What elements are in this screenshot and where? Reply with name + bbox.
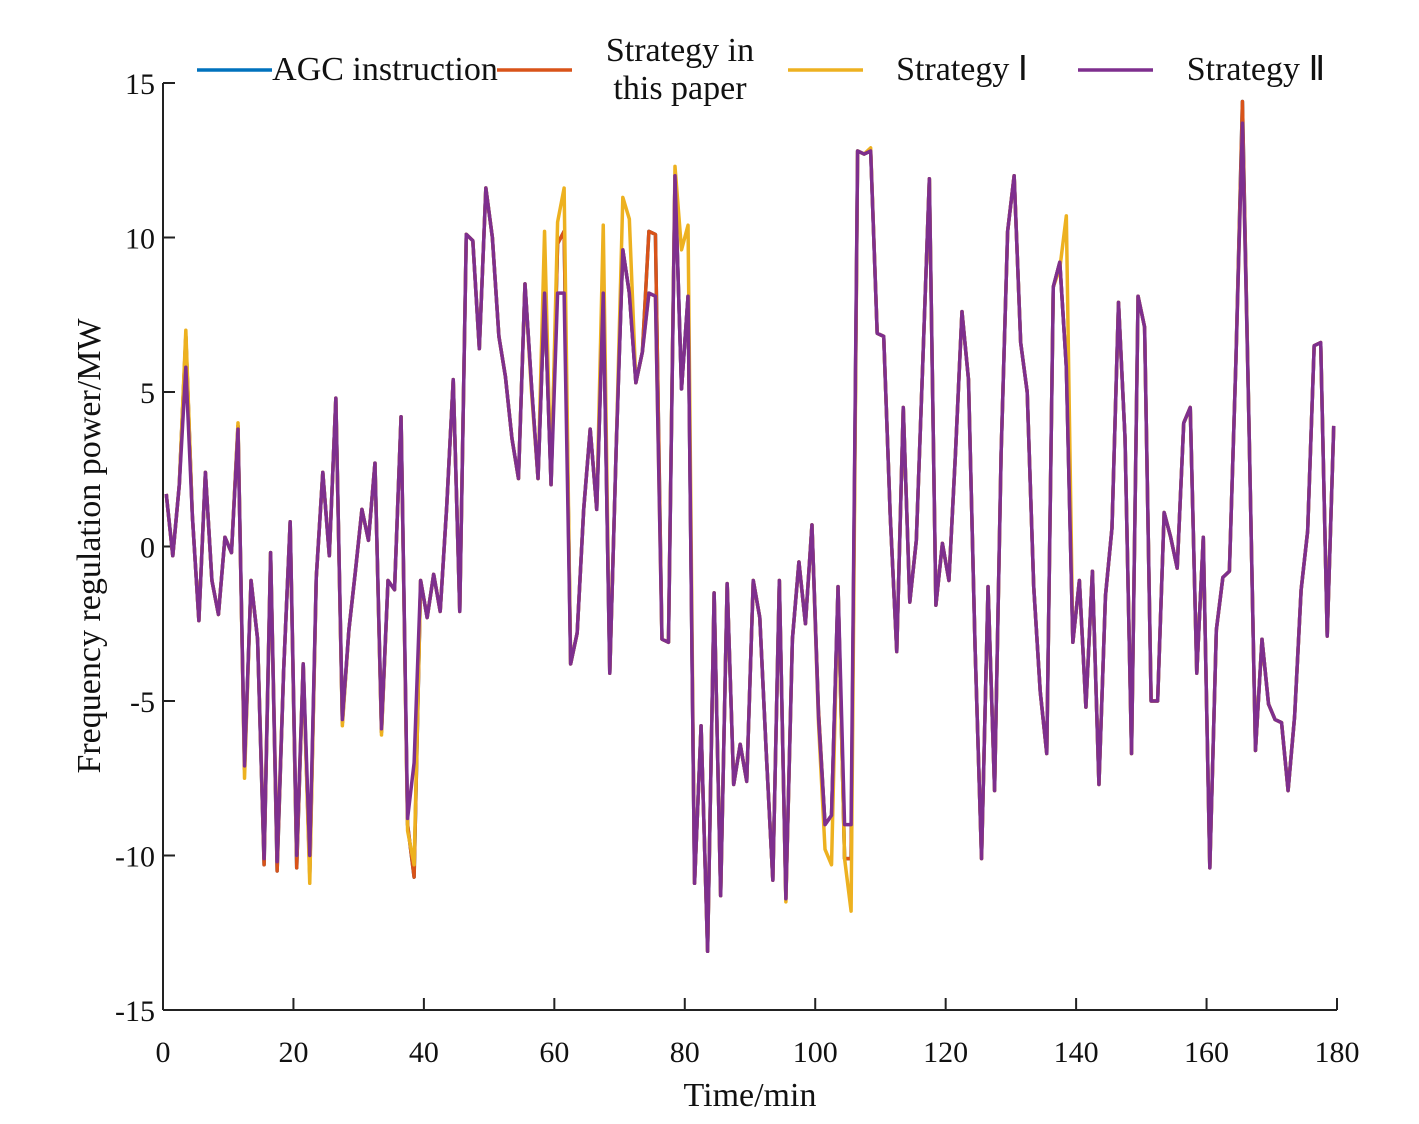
x-tick-label: 60 (539, 1036, 569, 1069)
y-axis-label: Frequency regulation power/MW (71, 318, 108, 774)
x-tick-label: 80 (670, 1036, 700, 1069)
y-tick-label: 15 (125, 68, 155, 101)
legend-label: Strategy Ⅱ (1186, 51, 1326, 88)
series-line (164, 99, 1336, 954)
x-tick-label: 120 (923, 1036, 968, 1069)
y-tick-label: -5 (130, 686, 155, 719)
legend-label: Strategy Ⅰ (896, 51, 1028, 88)
x-tick-label: 160 (1184, 1036, 1229, 1069)
x-axis-label: Time/min (684, 1077, 817, 1114)
legend-label: AGC instruction (272, 51, 498, 88)
y-tick-label: -15 (115, 995, 155, 1028)
x-tick-label: 20 (278, 1036, 308, 1069)
y-tick-label: 0 (140, 532, 155, 565)
x-tick-label: 100 (793, 1036, 838, 1069)
x-tick-label: 140 (1054, 1036, 1099, 1069)
x-tick-label: 40 (409, 1036, 439, 1069)
series-line (164, 121, 1336, 954)
x-tick-label: 180 (1315, 1036, 1360, 1069)
legend-label: Strategy in this paper (605, 32, 755, 107)
y-tick-label: -10 (115, 841, 155, 874)
series-line (164, 121, 1336, 954)
series-line (164, 99, 1336, 954)
x-tick-label: 0 (156, 1036, 171, 1069)
y-tick-label: 10 (125, 223, 155, 256)
y-tick-label: 5 (140, 377, 155, 410)
